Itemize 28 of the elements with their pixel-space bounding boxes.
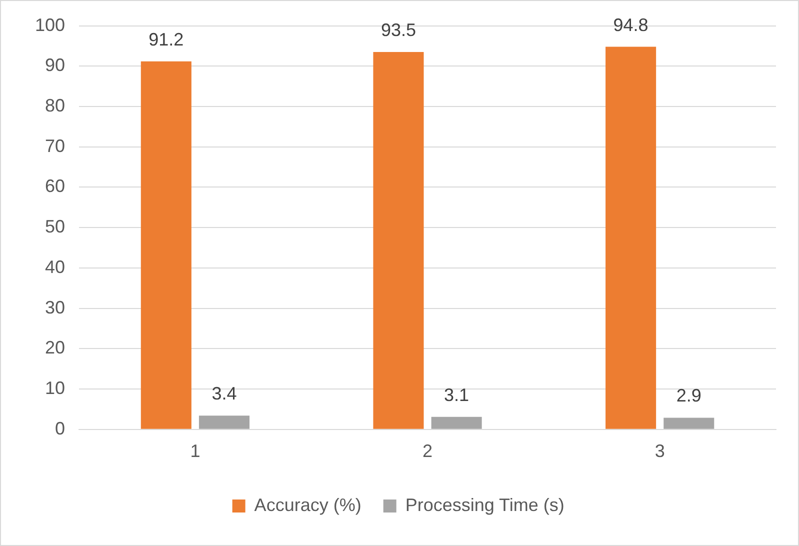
y-tick-label: 70: [45, 136, 66, 156]
data-label: 3.1: [444, 384, 470, 405]
y-tick-label: 0: [55, 418, 66, 438]
data-label: 94.8: [613, 14, 648, 35]
data-label: 93.5: [380, 20, 416, 40]
bar: [198, 416, 250, 429]
y-tick-label: 50: [45, 216, 66, 237]
y-tick-label: 60: [45, 176, 66, 196]
bar: [664, 418, 714, 429]
x-tick-label: 1: [190, 441, 200, 462]
y-tick-label: 20: [45, 338, 66, 358]
bar: [373, 52, 424, 429]
bar: [140, 61, 192, 429]
data-label: 3.4: [212, 384, 237, 404]
y-tick-label: 90: [45, 55, 66, 76]
y-tick-label: 100: [34, 14, 66, 35]
y-tick-label: 80: [45, 95, 66, 116]
y-tick-label: 40: [45, 256, 66, 277]
data-label: 91.2: [148, 29, 184, 50]
x-tick-label: 2: [422, 441, 433, 462]
bar: [606, 46, 656, 429]
y-tick-label: 10: [45, 378, 66, 398]
data-label: 2.9: [676, 386, 702, 406]
bar: [431, 416, 482, 429]
legend-label: Accuracy (%): [254, 494, 362, 515]
x-tick-label: 3: [654, 441, 665, 462]
legend-label: Processing Time (s): [405, 494, 564, 515]
y-tick-label: 30: [45, 297, 66, 318]
